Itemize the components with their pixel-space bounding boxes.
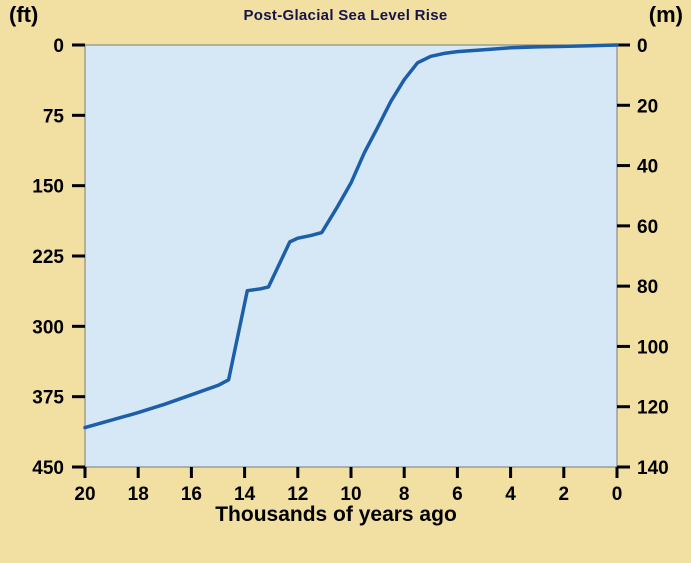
bottom-tick-label: 0 <box>612 484 623 505</box>
left-tick-label: 75 <box>43 106 65 127</box>
sea-level-curve <box>83 43 619 430</box>
bottom-tick-label: 18 <box>128 484 149 505</box>
bottom-tick-label: 12 <box>287 484 308 505</box>
bottom-tick-label: 10 <box>340 484 361 505</box>
bottom-tick-label: 2 <box>559 484 570 505</box>
bottom-tick-label: 4 <box>505 484 516 505</box>
right-tick-label: 100 <box>637 337 669 358</box>
left-tick-label: 375 <box>32 388 64 409</box>
left-tick-label: 0 <box>53 36 64 57</box>
x-axis-title: Thousands of years ago <box>215 503 457 526</box>
right-tick-label: 120 <box>637 398 669 419</box>
plot-area <box>84 44 618 468</box>
left-axis-unit: (ft) <box>9 2 39 27</box>
bottom-tick-label: 16 <box>181 484 202 505</box>
left-tick-label: 225 <box>32 247 64 268</box>
left-tick-label: 300 <box>32 317 64 338</box>
bottom-tick-label: 8 <box>399 484 410 505</box>
bottom-tick-label: 6 <box>452 484 463 505</box>
right-tick-label: 140 <box>637 458 669 479</box>
left-tick-label: 150 <box>32 177 64 198</box>
right-tick-label: 60 <box>637 217 658 238</box>
left-tick-label: 450 <box>32 458 64 479</box>
chart-title: Post-Glacial Sea Level Rise <box>243 7 448 24</box>
right-tick-label: 0 <box>637 36 648 57</box>
right-tick-label: 80 <box>637 277 658 298</box>
right-axis-unit: (m) <box>648 2 683 27</box>
right-tick-label: 20 <box>637 96 658 117</box>
bottom-tick-label: 14 <box>234 484 256 505</box>
bottom-tick-label: 20 <box>74 484 95 505</box>
right-tick-label: 40 <box>637 157 658 178</box>
